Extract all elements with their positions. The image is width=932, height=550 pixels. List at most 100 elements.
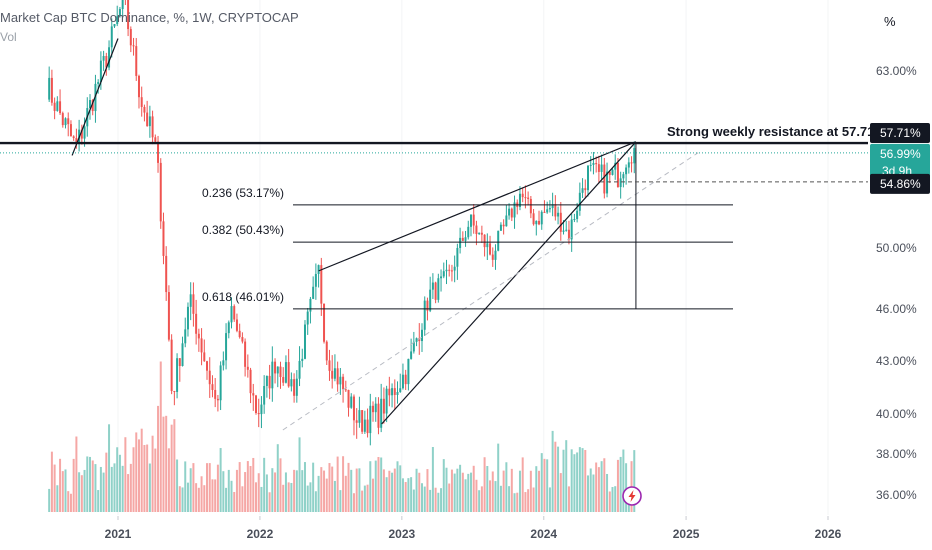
y-axis[interactable]: 63.00% 50.00% 46.00% 43.00% 40.00% 38.00% 36.0… xyxy=(876,64,917,502)
volume-bar xyxy=(497,443,500,512)
volume-bar xyxy=(124,437,127,512)
volume-bar xyxy=(551,430,554,512)
volume-bar xyxy=(543,458,546,512)
volume-bar xyxy=(505,462,508,512)
volume-bar xyxy=(608,491,611,512)
candle-body xyxy=(290,379,293,387)
candle-body xyxy=(630,162,633,164)
volume-bar xyxy=(377,457,380,512)
candle-body xyxy=(108,47,111,68)
candle-body xyxy=(366,419,369,434)
volume-bar xyxy=(284,472,287,512)
candle-body xyxy=(401,374,404,389)
volume-bar xyxy=(263,457,266,512)
volume-bar xyxy=(625,463,628,512)
volume-bar xyxy=(50,451,53,512)
candle-body xyxy=(576,210,579,219)
candle-body xyxy=(404,374,407,385)
volume-bar xyxy=(429,489,432,512)
volume-bar xyxy=(301,470,304,512)
volume-bar xyxy=(323,470,326,512)
candle-body xyxy=(521,193,524,198)
volume-bar xyxy=(423,486,426,512)
candle-body xyxy=(206,361,209,371)
volume-bar xyxy=(611,487,614,512)
volume-bar xyxy=(249,466,252,512)
wedge-lower-line xyxy=(381,141,637,425)
candle-body xyxy=(246,366,249,370)
candle-body xyxy=(595,163,598,165)
volume-bar xyxy=(532,487,535,512)
candle-body xyxy=(559,212,562,232)
volume-bar xyxy=(181,487,184,512)
volume-bar xyxy=(225,487,228,512)
volume-bar xyxy=(410,477,413,512)
volume-bar xyxy=(197,487,200,512)
candle-body xyxy=(557,212,560,217)
volume-bar xyxy=(113,463,116,512)
volume-bar xyxy=(129,463,132,512)
volume-bar xyxy=(116,447,119,512)
chart-title: Market Cap BTC Dominance, %, 1W, CRYPTOC… xyxy=(0,10,299,25)
volume-bar xyxy=(162,416,165,512)
volume-bar xyxy=(293,469,296,512)
candle-body xyxy=(157,141,160,163)
candle-body xyxy=(181,343,184,367)
volume-bar xyxy=(469,472,472,512)
candle-body xyxy=(178,358,181,367)
dashed-trend-line xyxy=(282,152,699,431)
candle-body xyxy=(69,124,72,137)
candle-body xyxy=(355,420,358,423)
candle-body xyxy=(606,171,609,194)
candle-body xyxy=(140,97,143,107)
volume-bar xyxy=(67,491,70,512)
volume-bar xyxy=(64,469,67,512)
volume-bar xyxy=(69,493,72,512)
y-tick-label: 36.00% xyxy=(876,488,917,502)
volume-bar xyxy=(374,460,377,512)
x-axis[interactable]: 2021 2022 2023 2024 2025 2026 xyxy=(105,516,842,541)
volume-bar xyxy=(415,468,418,512)
resistance-label: Strong weekly resistance at 57.71% xyxy=(667,124,886,139)
candle-body xyxy=(59,101,62,114)
volume-bar xyxy=(380,457,383,512)
candle-body xyxy=(219,365,222,401)
candle-body xyxy=(562,230,565,232)
volume-bar xyxy=(265,474,268,512)
candle-body xyxy=(407,358,410,385)
candle-body xyxy=(548,208,551,210)
volume-bar xyxy=(399,465,402,512)
volume-bar xyxy=(494,481,497,512)
candle-body xyxy=(388,388,391,396)
candle-body xyxy=(184,329,187,344)
candle-body xyxy=(249,369,252,394)
volume-bar xyxy=(363,485,366,512)
volume-bar xyxy=(99,466,102,512)
volume-bar xyxy=(576,452,579,512)
volume-bar xyxy=(527,489,530,512)
candle-body xyxy=(437,278,440,300)
candle-body xyxy=(287,362,290,387)
volume-bar xyxy=(303,462,306,512)
y-tick-label: 40.00% xyxy=(876,407,917,421)
candle-body xyxy=(459,237,462,248)
candle-body xyxy=(527,197,530,199)
volume-bar xyxy=(385,477,388,512)
volume-bar xyxy=(538,470,541,512)
candle-body xyxy=(508,208,511,216)
candle-body xyxy=(587,165,590,191)
volume-bar xyxy=(589,468,592,512)
candle-body xyxy=(497,230,500,251)
volume-bar xyxy=(83,469,86,512)
candle-body xyxy=(162,221,165,256)
candle-body xyxy=(489,243,492,255)
volume-bar xyxy=(336,456,339,512)
volume-bar xyxy=(499,485,502,512)
candle-body xyxy=(159,162,162,222)
volume-bar xyxy=(298,437,301,512)
volume-bar xyxy=(562,449,565,512)
candle-body xyxy=(61,113,64,126)
candle-body xyxy=(396,391,399,395)
volume-bar xyxy=(502,470,505,512)
